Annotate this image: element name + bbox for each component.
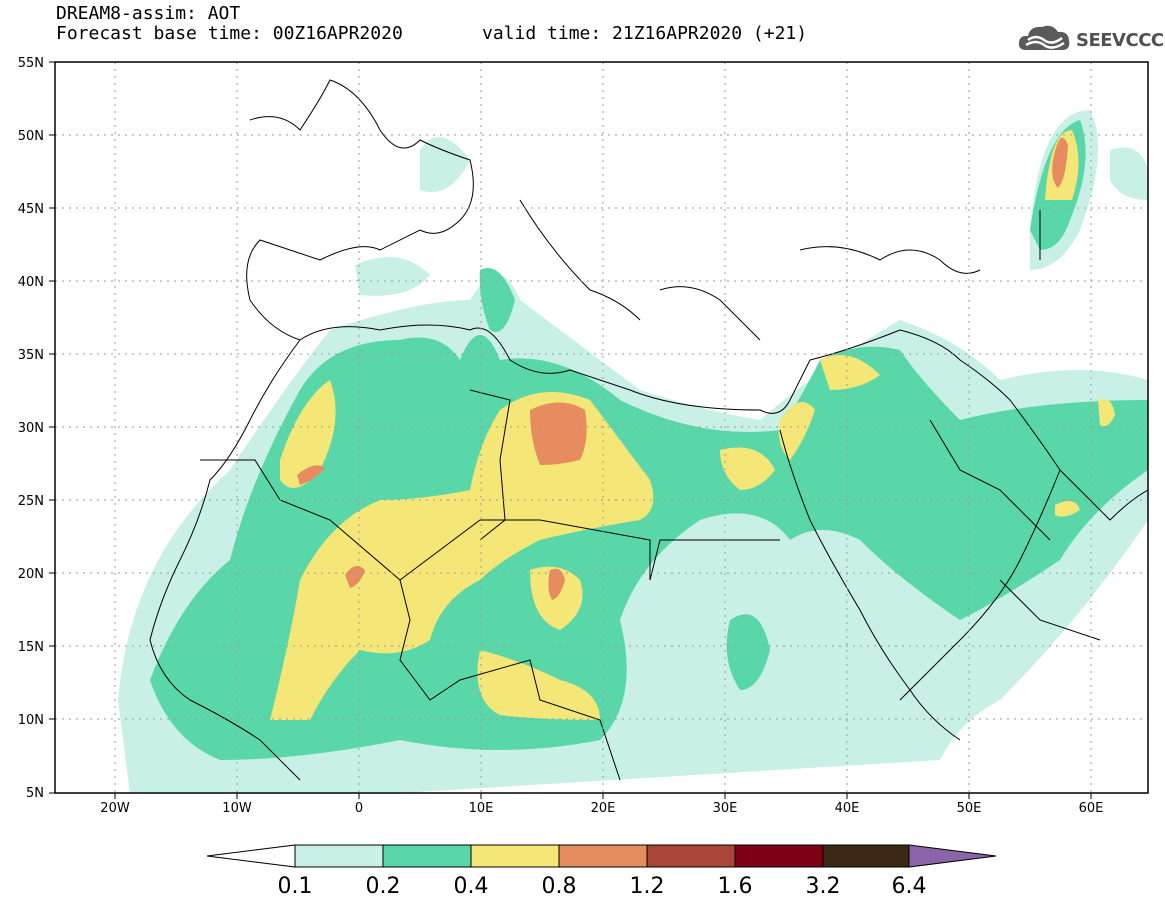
colorbar-label: 0.8 [542,874,577,899]
colorbar-label: 0.4 [454,874,489,899]
colorbar-labels: 0.1 0.2 0.4 0.8 1.2 1.6 3.2 6.4 [278,874,927,899]
colorbar-swatch [734,844,824,868]
colorbar-swatch [294,844,384,868]
lat-label: 5N [26,786,44,801]
colorbar-label: 0.2 [366,874,401,899]
lon-label: 10E [469,801,494,816]
lon-label: 30E [713,801,738,816]
lon-label: 10W [222,801,252,816]
colorbar-label: 1.2 [630,874,665,899]
gridlines [55,62,1148,793]
valid-time: valid time: 21Z16APR2020 (+21) [482,23,808,44]
lat-label: 35N [18,348,44,363]
colorbar-label: 6.4 [892,874,927,899]
colorbar-label: 0.1 [278,874,313,899]
coastlines [149,79,1148,781]
lon-label: 50E [957,801,982,816]
lon-ticks [114,793,1092,799]
colorbar-label: 3.2 [806,874,841,899]
seevccc-logo: SEEVCCC [1016,20,1164,60]
colorbar-swatch [470,844,560,868]
lat-ticks [49,61,55,794]
colorbar-under-arrow [206,844,296,868]
lat-label: 50N [18,129,44,144]
lon-label: 60E [1079,801,1104,816]
aot-level-0-8 [297,137,1068,600]
lat-label: 10N [18,713,44,728]
lon-label: 0 [355,801,363,816]
longitude-axis: 20W 10W 0 10E 20E 30E 40E 50E 60E [100,801,1103,816]
latitude-axis: 55N 50N 45N 40N 35N 30N 25N 20N 15N 10N … [18,56,44,801]
forecast-base-time: Forecast base time: 00Z16APR2020 [56,23,403,44]
lat-label: 40N [18,275,44,290]
lat-label: 45N [18,202,44,217]
colorbar-swatch [822,844,910,868]
map-title: DREAM8-assim: AOT [56,3,241,24]
cloud-icon [1018,25,1070,50]
colorbar-swatch [646,844,736,868]
lat-label: 20N [18,567,44,582]
lon-label: 20E [591,801,616,816]
colorbar [206,844,997,868]
colorbar-label: 1.6 [718,874,753,899]
lon-label: 40E [835,801,860,816]
colorbar-over-arrow [908,844,997,868]
lat-label: 25N [18,494,44,509]
lat-label: 30N [18,421,44,436]
lon-label: 20W [100,801,130,816]
aot-field [118,110,1148,793]
logo-text: SEEVCCC [1076,30,1164,51]
lat-label: 55N [18,56,44,71]
colorbar-swatch [382,844,472,868]
lat-label: 15N [18,640,44,655]
colorbar-swatch [558,844,648,868]
